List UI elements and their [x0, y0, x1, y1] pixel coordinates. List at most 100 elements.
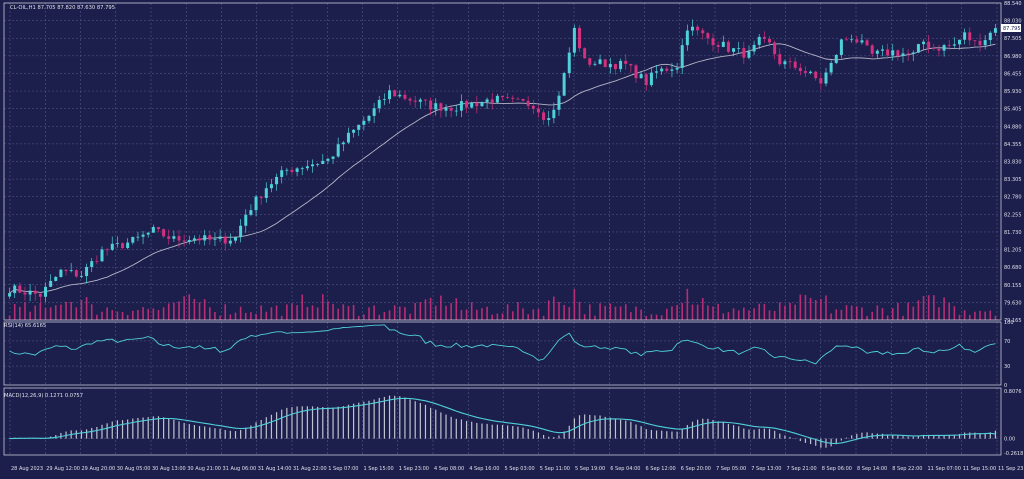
macd-histogram-bar — [687, 425, 688, 439]
macd-histogram-bar — [964, 433, 965, 439]
macd-histogram-bar — [995, 431, 996, 439]
volume-bar — [127, 315, 129, 320]
time-tick-label: 5 Sep 11:00 — [540, 466, 570, 472]
macd-histogram-bar — [769, 429, 770, 439]
macd-histogram-bar — [610, 418, 611, 439]
time-tick-label: 6 Sep 04:00 — [610, 466, 640, 472]
volume-bar — [615, 307, 617, 320]
time-tick-label: 7 Sep 13:00 — [751, 466, 781, 472]
volume-bar — [50, 307, 52, 320]
macd-histogram-bar — [245, 428, 246, 439]
volume-bar — [91, 304, 93, 320]
candle[interactable] — [835, 54, 838, 64]
volume-bar — [409, 314, 411, 320]
macd-histogram-bar — [255, 422, 256, 438]
macd-histogram-bar — [671, 432, 672, 439]
time-tick-label: 29 Aug 20:00 — [82, 466, 116, 472]
macd-histogram-bar — [112, 422, 113, 439]
volume-bar — [959, 315, 961, 320]
candle[interactable] — [583, 47, 586, 58]
macd-histogram-bar — [625, 421, 626, 439]
volume-bar — [9, 316, 11, 320]
volume-bar — [219, 316, 221, 320]
macd-histogram-bar — [702, 419, 703, 439]
volume-bar — [435, 306, 437, 320]
candle[interactable] — [59, 269, 62, 278]
macd-histogram-bar — [317, 407, 318, 439]
volume-bar — [640, 309, 642, 320]
candle[interactable] — [480, 102, 483, 107]
macd-tick-label: 0.8076 — [1004, 389, 1022, 395]
candle[interactable] — [727, 40, 730, 53]
candle[interactable] — [917, 44, 920, 53]
time-tick-label: 28 Aug 2023 — [11, 466, 43, 472]
macd-histogram-bar — [189, 424, 190, 438]
candle[interactable] — [393, 90, 396, 97]
candle[interactable] — [563, 72, 566, 96]
macd-histogram-bar — [168, 419, 169, 439]
macd-histogram-bar — [599, 416, 600, 439]
macd-histogram-bar — [389, 396, 390, 439]
candle[interactable] — [573, 25, 576, 57]
volume-bar — [394, 305, 396, 320]
volume-bar — [86, 297, 88, 320]
macd-histogram-bar — [486, 424, 487, 439]
macd-histogram-bar — [343, 406, 344, 438]
macd-histogram-bar — [569, 426, 570, 439]
volume-bar — [132, 311, 134, 320]
macd-histogram-bar — [425, 405, 426, 439]
volume-bar — [337, 309, 339, 320]
volume-bar — [830, 313, 832, 320]
time-tick-label: 1 Sep 23:00 — [399, 466, 429, 472]
volume-bar — [55, 305, 57, 320]
volume-bar — [363, 314, 365, 320]
volume-bar — [974, 312, 976, 320]
volume-bar — [111, 310, 113, 320]
macd-histogram-bar — [240, 430, 241, 439]
volume-bar — [471, 302, 473, 320]
time-tick-label: 6 Sep 12:00 — [646, 466, 676, 472]
macd-histogram-bar — [327, 407, 328, 438]
rsi-tick-label: 70 — [1004, 339, 1010, 345]
macd-histogram-bar — [204, 426, 205, 438]
volume-bar — [882, 308, 884, 320]
macd-histogram-bar — [163, 417, 164, 438]
macd-histogram-bar — [517, 427, 518, 439]
volume-bar — [794, 305, 796, 320]
macd-histogram-bar — [471, 422, 472, 439]
volume-bar — [101, 312, 103, 320]
macd-histogram-bar — [651, 430, 652, 439]
price-tick-label: 82.255 — [1004, 212, 1022, 218]
volume-bar — [938, 307, 940, 320]
volume-bar — [758, 304, 760, 320]
macd-histogram-bar — [271, 415, 272, 439]
macd-histogram-bar — [882, 434, 883, 439]
chart-title: CL-OIL,H1 87.705 87.820 87.630 87.795 — [10, 5, 115, 11]
volume-bar — [373, 306, 375, 320]
volume-bar — [733, 308, 735, 320]
macd-histogram-bar — [76, 430, 77, 438]
macd-histogram-bar — [682, 429, 683, 439]
macd-histogram-bar — [117, 420, 118, 438]
volume-bar — [322, 294, 324, 320]
macd-histogram-bar — [666, 431, 667, 438]
volume-bar — [158, 310, 160, 320]
candle[interactable] — [604, 59, 607, 67]
macd-histogram-bar — [158, 416, 159, 438]
macd-histogram-bar — [661, 431, 662, 439]
candle[interactable] — [578, 25, 581, 52]
price-tick-label: 83.830 — [1004, 160, 1022, 166]
volume-bar — [271, 307, 273, 320]
macd-histogram-bar — [728, 424, 729, 439]
macd-histogram-bar — [825, 439, 826, 448]
macd-histogram-bar — [779, 434, 780, 439]
price-tick-label: 86.980 — [1004, 54, 1022, 60]
volume-bar — [543, 316, 545, 320]
volume-bar — [897, 303, 899, 320]
volume-bar — [666, 309, 668, 320]
macd-histogram-bar — [810, 439, 811, 444]
volume-bar — [353, 305, 355, 320]
